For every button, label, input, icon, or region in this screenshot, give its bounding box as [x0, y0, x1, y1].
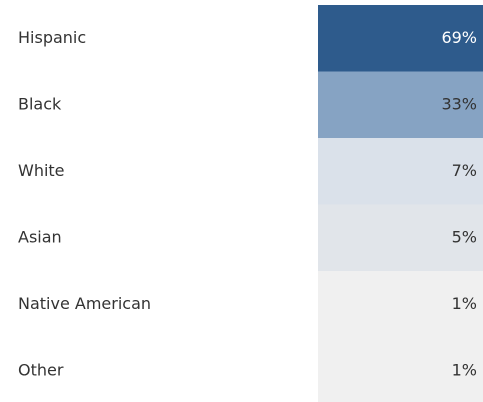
cell: [318, 204, 483, 272]
row-label: Native American: [18, 294, 151, 313]
cell-label: 33%: [441, 94, 477, 113]
cell-label: 69%: [441, 28, 477, 47]
cell-label: 1%: [452, 360, 477, 379]
row-label: Asian: [18, 227, 62, 246]
row-label: White: [18, 161, 65, 180]
row-label: Black: [18, 94, 62, 113]
cell: [318, 138, 483, 205]
cell-label: 7%: [452, 161, 477, 180]
row-label: Other: [18, 360, 64, 379]
cell: [318, 271, 483, 338]
row-label: Hispanic: [18, 28, 86, 47]
cell: [318, 337, 483, 402]
cell-label: 5%: [452, 227, 477, 246]
cell: [318, 5, 483, 72]
cell-label: 1%: [452, 294, 477, 313]
cell: [318, 71, 483, 139]
